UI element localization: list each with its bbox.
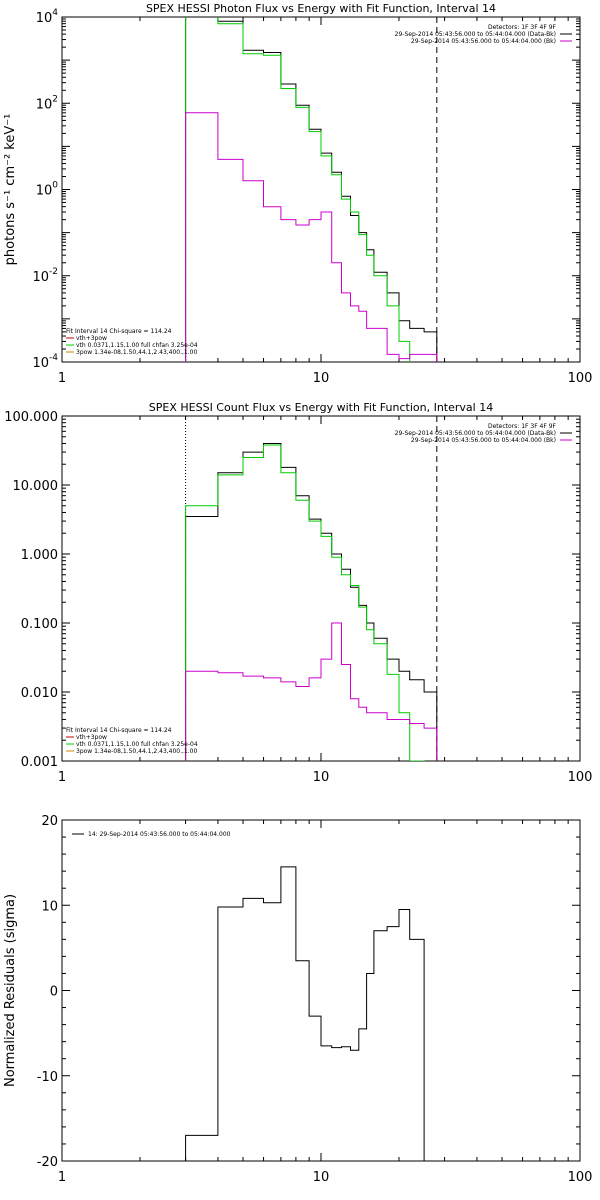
x-tick-label: 100 [568, 770, 593, 785]
y-tick-exponent: 4 [52, 8, 58, 18]
legend-entry: 29-Sep-2014 05:43:56.000 to 05:44:04.000… [395, 430, 556, 437]
legend-entry: 14: 29-Sep-2014 05:43:56.000 to 05:44:04… [88, 831, 231, 838]
series-1-histogram [185, 443, 438, 761]
y-tick-label: 1.000 [21, 548, 58, 563]
chart-panel-2: SPEX HESSI Count Flux vs Energy with Fit… [4, 401, 592, 785]
y-tick-base: 10 [36, 184, 53, 199]
legend-entry: 3pow 1.34e-08,1.50,44.1,2.43,400.,1.00 [76, 748, 197, 755]
legend-entry: vth 0.0371,1.15,1.00 full chfan 3.25e-04 [76, 741, 198, 748]
y-tick-label: 0.100 [21, 617, 58, 632]
y-tick-label: -10 [37, 1070, 58, 1085]
legend-entry: 29-Sep-2014 05:43:56.000 to 05:44:04.000… [411, 437, 556, 444]
series-2-histogram [185, 17, 411, 362]
y-tick-label: 0.010 [21, 686, 58, 701]
y-tick-exponent: 2 [52, 94, 58, 104]
y-axis-label: photons s⁻¹ cm⁻² keV⁻¹ [3, 114, 18, 266]
y-tick-base: 10 [36, 11, 53, 26]
chart-title: SPEX HESSI Count Flux vs Energy with Fit… [149, 401, 493, 414]
chart-title: SPEX HESSI Photon Flux vs Energy with Fi… [146, 2, 496, 15]
x-tick-label: 10 [313, 371, 330, 386]
y-tick-label: 20 [41, 814, 58, 829]
x-tick-label: 1 [58, 1170, 66, 1185]
legend-entry: 29-Sep-2014 05:43:56.000 to 05:44:04.000… [411, 38, 556, 45]
x-tick-label: 1 [58, 770, 66, 785]
y-tick-exponent: -2 [49, 267, 58, 277]
y-tick-label: 0 [50, 985, 58, 1000]
y-tick-exponent: -4 [49, 353, 58, 363]
y-tick-label: 102 [36, 94, 58, 112]
series-1-histogram [185, 866, 438, 1161]
series-3-histogram [185, 112, 438, 362]
legend-entry: Fit Interval 14 Chi-square = 114.24 [66, 727, 172, 734]
x-tick-label: 100 [568, 371, 593, 386]
y-tick-label: 100 [36, 181, 59, 199]
y-tick-label: 104 [36, 8, 59, 26]
plot-frame [61, 16, 581, 363]
plot-frame [61, 819, 581, 1162]
series-2-histogram [185, 444, 425, 761]
y-tick-label: 10.000 [13, 479, 59, 494]
y-tick-base: 10 [32, 356, 49, 371]
legend-entry: vth+3pow [76, 335, 107, 342]
y-tick-label: 10 [41, 899, 58, 914]
y-tick-label: 10-2 [32, 267, 58, 285]
x-tick-label: 1 [58, 371, 66, 386]
x-tick-label: 100 [568, 1170, 593, 1185]
y-tick-label: -20 [37, 1155, 58, 1170]
y-axis-label: Normalized Residuals (sigma) [3, 894, 18, 1087]
legend-entry: 3pow 1.34e-08,1.50,44.1,2.43,400.,1.00 [76, 349, 197, 356]
legend-entry: Detectors: 1F 3F 4F 9F [488, 423, 557, 430]
y-tick-label: 0.001 [21, 755, 58, 770]
plot-frame [61, 415, 581, 762]
y-tick-base: 10 [32, 270, 49, 285]
legend-entry: vth 0.0371,1.15,1.00 full chfan 3.25e-04 [76, 342, 198, 349]
chart-panel-1: SPEX HESSI Photon Flux vs Energy with Fi… [3, 2, 592, 386]
legend-entry: Detectors: 1F 3F 4F 9F [488, 24, 557, 31]
series-3-histogram [185, 622, 438, 761]
legend-entry: Fit Interval 14 Chi-square = 114.24 [66, 328, 172, 335]
x-tick-label: 10 [313, 770, 330, 785]
x-tick-label: 10 [313, 1170, 330, 1185]
y-tick-exponent: 0 [52, 181, 58, 191]
y-tick-label: 100.000 [4, 410, 58, 425]
y-tick-label: 10-4 [32, 353, 58, 371]
y-tick-base: 10 [36, 97, 53, 112]
legend-entry: vth+3pow [76, 734, 107, 741]
legend-entry: 29-Sep-2014 05:43:56.000 to 05:44:04.000… [395, 31, 556, 38]
